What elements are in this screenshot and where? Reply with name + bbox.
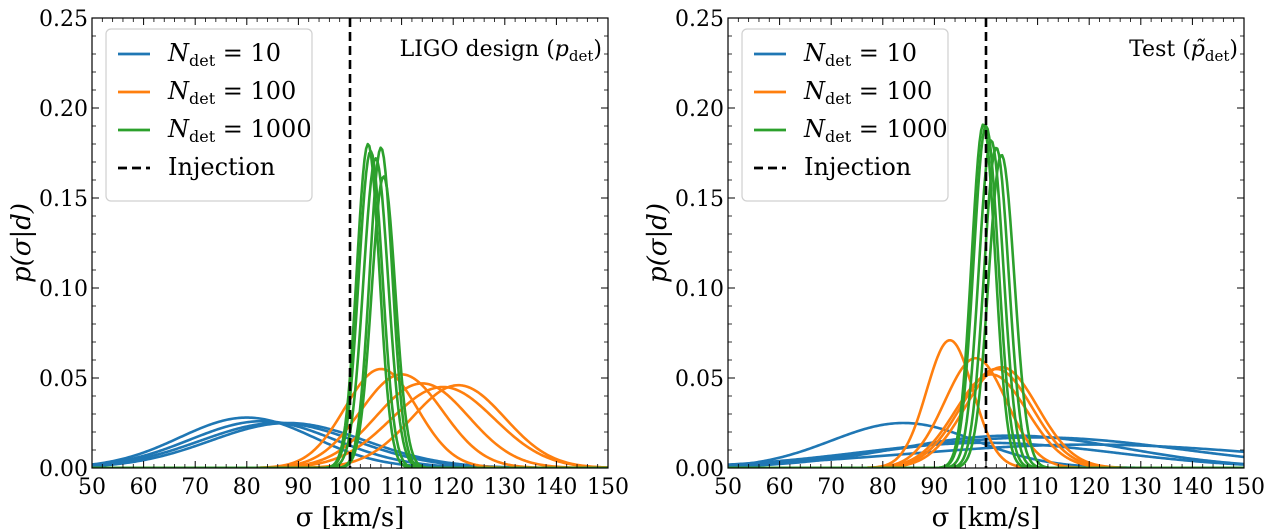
x-tick-label: 70 [181, 475, 209, 500]
panel-title-sub: det [1205, 47, 1230, 65]
legend-entry: Ndet = 1000 [803, 115, 948, 146]
x-tick-label: 60 [766, 475, 794, 500]
x-tick-label: 140 [1171, 475, 1213, 500]
legend-sub: det [825, 89, 852, 108]
x-axis-label: σ [km/s] [932, 503, 1041, 529]
y-tick-label: 0.10 [39, 277, 88, 302]
panel-title: Test (p̃det) [1129, 37, 1238, 65]
legend-entry: Injection [168, 153, 275, 181]
legend-var: N [803, 115, 826, 143]
x-tick-label: 140 [535, 475, 577, 500]
y-tick-label: 0.25 [675, 7, 724, 32]
x-tick-label: 130 [1120, 475, 1162, 500]
x-tick-label: 120 [432, 475, 474, 500]
panel-title-close: ) [593, 37, 602, 62]
y-tick-label: 0.05 [675, 367, 724, 392]
legend-label: Injection [804, 153, 911, 181]
legend-rhs: = 1000 [851, 115, 947, 143]
panel-title-close: ) [1229, 37, 1238, 62]
legend-rhs: = 100 [215, 77, 296, 105]
x-tick-label: 120 [1068, 475, 1110, 500]
y-tick-label: 0.15 [675, 187, 724, 212]
legend-sub: det [189, 127, 216, 146]
legend-var: N [803, 39, 826, 67]
x-tick-label: 70 [817, 475, 845, 500]
y-tick-label: 0.00 [39, 457, 88, 482]
legend-entry: Ndet = 100 [167, 77, 296, 108]
x-tick-label: 110 [381, 475, 423, 500]
legend-label: Injection [168, 153, 275, 181]
legend-sub: det [189, 89, 216, 108]
chart-panel-2: 50 60 70 80 90 100 110 120 130 140 150 0.00 0.05 0.10… [643, 7, 1265, 529]
y-tick-label: 0.20 [39, 97, 88, 122]
legend-entry: Ndet = 10 [803, 39, 917, 70]
y-tick-label: 0.15 [39, 187, 88, 212]
legend-rhs: = 10 [215, 39, 281, 67]
panel-title-main: Test ( [1129, 37, 1191, 62]
posterior-curve-1000-2 [728, 124, 1244, 468]
x-tick-label: 150 [1223, 475, 1265, 500]
y-axis-label: p(σ|d) [643, 203, 673, 283]
chart-panel-1: 50 60 70 80 90 100 110 120 130 140 150 0.00 0.05 0.10… [7, 7, 629, 529]
panel-title-main: LIGO design ( [400, 37, 555, 62]
x-tick-label: 60 [130, 475, 158, 500]
posterior-curve-100-4 [92, 385, 608, 468]
legend-box [105, 28, 313, 202]
y-tick-label: 0.20 [675, 97, 724, 122]
legend-rhs: = 10 [851, 39, 917, 67]
legend-var: N [167, 77, 190, 105]
x-tick-label: 90 [284, 475, 312, 500]
x-tick-label: 100 [965, 475, 1007, 500]
x-tick-label: 150 [587, 475, 629, 500]
x-axis-label: σ [km/s] [296, 503, 405, 529]
panel-title: LIGO design (pdet) [400, 37, 602, 65]
legend-var: N [167, 39, 190, 67]
legend-entry: Injection [804, 153, 911, 181]
x-tick-label: 80 [233, 475, 261, 500]
x-tick-label: 110 [1017, 475, 1059, 500]
legend-entry: Ndet = 100 [803, 77, 932, 108]
posterior-curve-100-2 [728, 356, 1244, 468]
legend-entry: Ndet = 1000 [167, 115, 312, 146]
y-tick-label: 0.00 [675, 457, 724, 482]
legend-var: N [167, 115, 190, 143]
panel-title-sub: det [569, 47, 594, 65]
y-tick-label: 0.10 [675, 277, 724, 302]
legend-entry: Ndet = 10 [167, 39, 281, 70]
x-tick-label: 130 [484, 475, 526, 500]
x-tick-label: 90 [920, 475, 948, 500]
x-tick-label: 100 [329, 475, 371, 500]
legend-rhs: = 100 [851, 77, 932, 105]
legend-var: N [803, 77, 826, 105]
x-tick-label: 80 [869, 475, 897, 500]
legend-sub: det [825, 51, 852, 70]
legend-sub: det [189, 51, 216, 70]
posterior-curve-10-4 [728, 434, 1244, 468]
x-tick-label: 50 [714, 475, 742, 500]
posterior-curve-1000-4 [728, 146, 1244, 468]
panel-title-var: p [555, 37, 569, 62]
x-tick-label: 50 [78, 475, 106, 500]
panel-title-var: p̃ [1191, 37, 1206, 62]
y-tick-label: 0.25 [39, 7, 88, 32]
legend-box [741, 28, 949, 202]
posterior-curve-1000-3 [728, 139, 1244, 468]
y-tick-label: 0.05 [39, 367, 88, 392]
y-axis-label: p(σ|d) [7, 203, 37, 283]
legend-rhs: = 1000 [215, 115, 311, 143]
legend-sub: det [825, 127, 852, 146]
